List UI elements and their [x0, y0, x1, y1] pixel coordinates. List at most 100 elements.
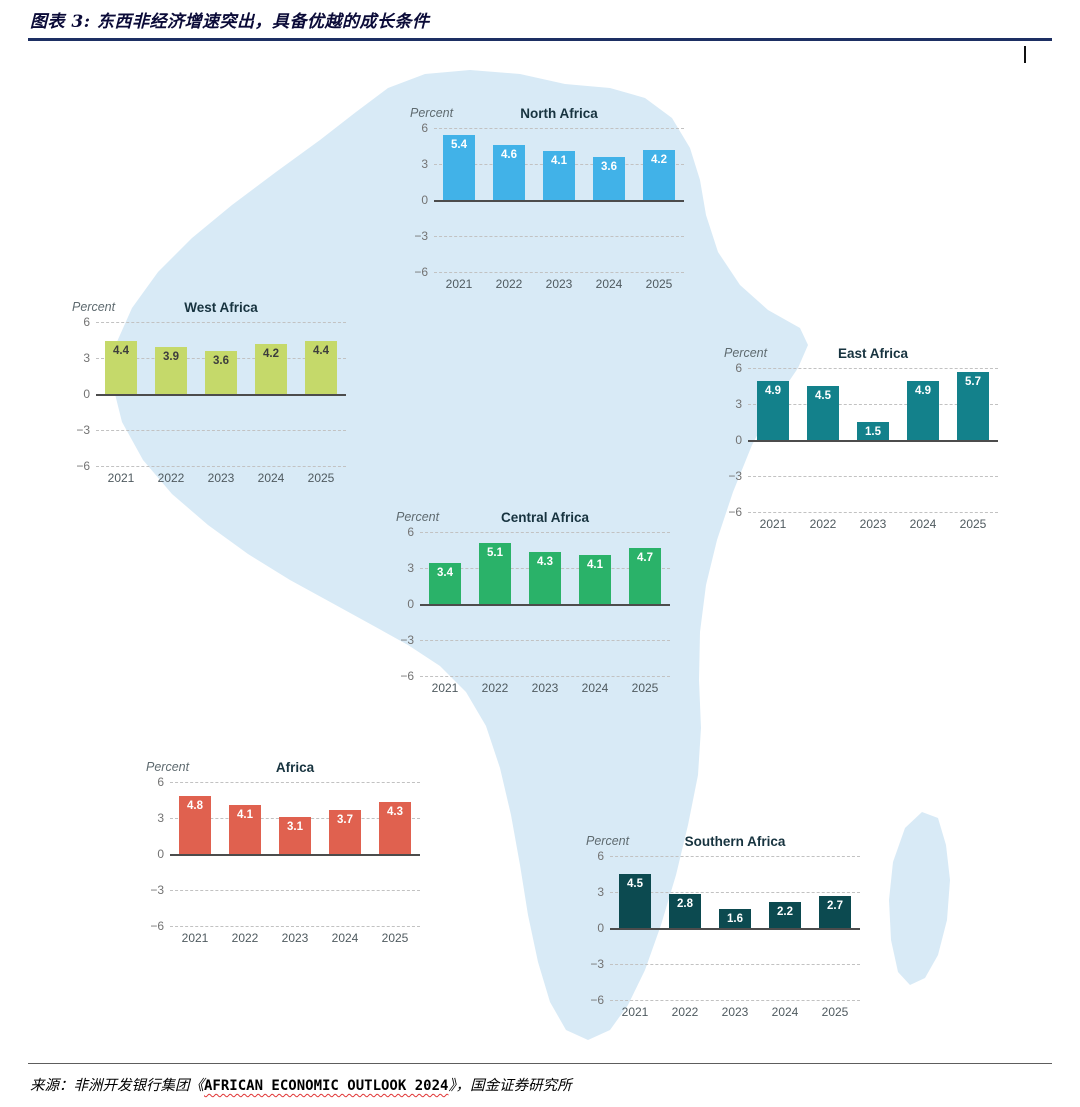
bar-value-label: 3.6: [601, 160, 617, 173]
y-axis-unit-label: Percent: [586, 834, 630, 848]
x-tick-label: 2022: [495, 277, 523, 291]
x-tick-label: 2024: [909, 517, 937, 531]
y-axis-unit-label: Percent: [724, 346, 768, 360]
y-tick-label: 0: [597, 921, 604, 935]
y-tick-label: −6: [150, 919, 164, 933]
bar-2022: 2.8: [669, 894, 701, 928]
bar-value-label: 1.5: [865, 426, 881, 438]
chart-header: Percent Central Africa: [394, 498, 670, 532]
y-tick-label: −3: [150, 883, 164, 897]
bar-2021: 4.4: [105, 341, 137, 394]
chart-plot: 6 3 0 −3 −6 4.9 4.5 1.5 4.9 5.7: [722, 361, 998, 519]
gridline: [748, 368, 998, 369]
y-tick-label: −3: [76, 423, 90, 437]
bar-2023: 4.1: [543, 150, 575, 200]
text-cursor-mark: [1024, 46, 1026, 63]
source-note: 来源：非洲开发银行集团《AFRICAN ECONOMIC OUTLOOK 202…: [30, 1074, 572, 1095]
bar-2021: 4.9: [757, 381, 789, 440]
gridline: [748, 404, 998, 405]
x-tick-label: 2025: [821, 1005, 849, 1019]
bar-value-label: 2.7: [827, 899, 843, 912]
zero-gridline: [610, 928, 860, 930]
y-tick-label: −3: [400, 633, 414, 647]
bar-value-label: 3.6: [213, 354, 229, 367]
bar-value-label: 4.1: [587, 558, 603, 571]
bar-value-label: 4.6: [501, 148, 517, 161]
gridline: [170, 782, 420, 783]
gridline: [610, 1000, 860, 1001]
figure-title: 图表 3: 东西非经济增速突出，具备优越的成长条件: [30, 12, 430, 32]
bar-2021: 3.4: [429, 563, 461, 604]
bar-value-label: 4.5: [815, 390, 831, 402]
y-tick-label: 6: [421, 121, 428, 135]
bar-value-label: 4.7: [637, 551, 653, 564]
bar-value-label: 3.9: [163, 351, 179, 364]
bar-value-label: 5.7: [965, 375, 981, 388]
africa-continent-shape: [112, 70, 808, 1040]
chart-southern-africa: Percent Southern Africa 6 3 0 −3 −6 4.5 2.8 1.6 2.…: [584, 822, 860, 1020]
bar-2025: 4.2: [643, 149, 675, 200]
x-tick-label: 2022: [671, 1005, 699, 1019]
bar-2021: 5.4: [443, 135, 475, 200]
y-tick-label: −3: [728, 469, 742, 483]
gridline: [434, 236, 684, 237]
y-tick-label: 3: [407, 561, 414, 575]
bar-2024: 4.9: [907, 381, 939, 440]
y-axis-unit-label: Percent: [72, 300, 116, 314]
y-axis-unit-label: Percent: [410, 106, 454, 120]
y-tick-label: 0: [407, 597, 414, 611]
x-axis-labels: 2021 2022 2023 2024 2025: [584, 1000, 860, 1020]
bar-2021: 4.5: [619, 874, 651, 928]
y-tick-label: −6: [400, 669, 414, 683]
x-tick-label: 2023: [531, 681, 559, 695]
x-tick-label: 2024: [581, 681, 609, 695]
bar-2025: 4.7: [629, 547, 661, 604]
bar-value-label: 5.1: [487, 546, 503, 559]
bar-2025: 4.3: [379, 802, 411, 854]
x-tick-label: 2023: [721, 1005, 749, 1019]
source-title-english: AFRICAN ECONOMIC OUTLOOK 2024: [204, 1078, 449, 1094]
chart-east-africa: Percent East Africa 6 3 0 −3 −6 4.9 4.5 1.5 4.9 5.7…: [722, 334, 998, 532]
y-tick-label: 3: [735, 397, 742, 411]
bar-2021: 4.8: [179, 796, 211, 854]
x-tick-label: 2023: [545, 277, 573, 291]
gridline: [434, 272, 684, 273]
y-tick-label: 6: [597, 849, 604, 863]
x-tick-label: 2021: [759, 517, 787, 531]
chart-title: Southern Africa: [684, 834, 786, 849]
bar-value-label: 4.1: [237, 808, 253, 821]
x-tick-label: 2024: [771, 1005, 799, 1019]
source-suffix: 》，国金证券研究所: [448, 1078, 572, 1094]
y-tick-label: 3: [597, 885, 604, 899]
chart-header: Percent North Africa: [408, 94, 684, 128]
chart-plot: 6 3 0 −3 −6 3.4 5.1 4.3 4.1 4.7: [394, 525, 670, 683]
bar-2022: 4.6: [493, 144, 525, 200]
x-tick-label: 2025: [645, 277, 673, 291]
y-tick-label: 6: [735, 361, 742, 375]
y-tick-label: −3: [414, 229, 428, 243]
chart-north-africa: Percent North Africa 6 3 0 −3 −6 5.4 4.6 4.1 3.6 4.…: [408, 94, 684, 292]
bar-value-label: 2.8: [677, 898, 693, 911]
source-prefix: 来源：非洲开发银行集团《: [30, 1078, 204, 1094]
chart-west-africa: Percent West Africa 6 3 0 −3 −6 4.4 3.9 3.6 4.2 4.4…: [70, 288, 346, 486]
bar-2022: 3.9: [155, 347, 187, 394]
chart-plot: 6 3 0 −3 −6 4.5 2.8 1.6 2.2 2.7: [584, 849, 860, 1007]
gridline: [610, 964, 860, 965]
bar-value-label: 4.9: [765, 385, 781, 398]
x-tick-label: 2021: [431, 681, 459, 695]
chart-title: East Africa: [837, 346, 909, 361]
zero-gridline: [420, 604, 670, 606]
bar-2024: 3.6: [593, 156, 625, 200]
gridline: [434, 128, 684, 129]
x-axis-labels: 2021 2022 2023 2024 2025: [722, 512, 998, 532]
x-tick-label: 2022: [809, 517, 837, 531]
bar-2023: 3.6: [205, 350, 237, 394]
x-tick-label: 2023: [281, 931, 309, 945]
y-tick-label: 0: [157, 847, 164, 861]
bar-2022: 4.1: [229, 804, 261, 854]
chart-title: North Africa: [520, 106, 598, 121]
y-axis-unit-label: Percent: [396, 510, 440, 524]
bar-2023: 4.3: [529, 552, 561, 604]
y-tick-label: 6: [407, 525, 414, 539]
